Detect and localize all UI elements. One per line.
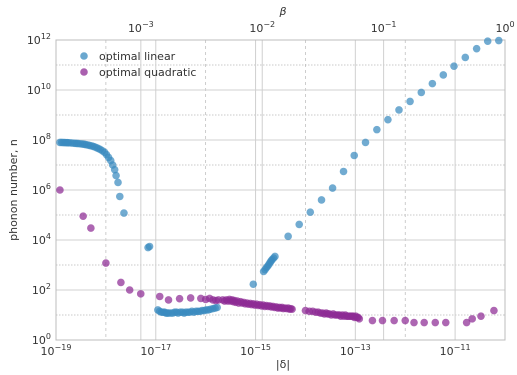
y-tick-label: 1010	[27, 82, 51, 97]
data-point-quadratic	[87, 224, 95, 232]
data-point-linear	[114, 178, 122, 187]
y-tick-label: 102	[32, 282, 51, 297]
x-tick-label: 10−17	[140, 343, 171, 358]
data-point-linear	[110, 165, 119, 174]
y-tick-label: 100	[32, 332, 51, 347]
data-point-linear	[115, 192, 124, 201]
top-x-tick-label: 100	[495, 20, 514, 35]
data-point-linear	[472, 44, 481, 53]
data-point-quadratic	[390, 316, 398, 325]
data-point-linear	[395, 106, 403, 114]
data-point-linear	[483, 37, 492, 45]
legend-label-optimal-linear: optimal linear	[99, 50, 176, 63]
data-point-quadratic	[288, 305, 296, 314]
y-tick-label: 1012	[27, 32, 51, 47]
data-point-linear	[494, 36, 503, 45]
data-point-linear	[450, 62, 458, 70]
data-point-quadratic	[175, 294, 184, 303]
top-x-tick-label: 10−3	[128, 20, 154, 35]
data-point-quadratic	[431, 318, 440, 327]
data-point-linear	[145, 242, 154, 251]
data-point-linear	[328, 184, 337, 192]
data-point-linear	[350, 151, 359, 160]
data-point-quadratic	[468, 315, 476, 323]
data-point-quadratic	[125, 286, 134, 294]
data-point-linear	[384, 115, 392, 124]
data-point-quadratic	[441, 318, 450, 327]
data-point-quadratic	[136, 290, 145, 298]
legend-label-optimal-quadratic: optimal quadratic	[99, 66, 196, 79]
data-point-linear	[317, 196, 326, 204]
data-point-quadratic	[79, 212, 87, 220]
data-point-linear	[306, 208, 315, 216]
data-point-quadratic	[155, 292, 164, 301]
data-point-quadratic	[102, 259, 110, 267]
data-point-quadratic	[186, 294, 195, 302]
data-point-quadratic	[410, 318, 418, 327]
plot-frame	[55, 39, 506, 341]
data-point-linear	[373, 125, 381, 134]
x-tick-label: 10−15	[240, 343, 271, 358]
top-x-tick-label: 10−2	[249, 20, 275, 35]
data-point-linear	[271, 252, 279, 261]
data-point-linear	[249, 280, 258, 289]
data-point-linear	[428, 79, 437, 88]
x-tick-label: 10−11	[440, 343, 471, 358]
data-point-linear	[112, 171, 120, 180]
data-point-linear	[361, 138, 370, 147]
data-points	[56, 36, 503, 327]
data-point-linear	[439, 71, 448, 79]
data-point-quadratic	[355, 315, 364, 323]
data-point-linear	[120, 209, 128, 217]
data-point-linear	[339, 167, 348, 176]
legend-marker-optimal-quadratic	[80, 68, 88, 76]
legend: optimal linear optimal quadratic	[80, 50, 196, 79]
x-tick-label: 10−13	[340, 343, 371, 358]
data-point-linear	[406, 97, 414, 106]
y-tick-label: 104	[32, 232, 51, 247]
data-point-quadratic	[56, 186, 64, 194]
data-point-linear	[295, 220, 304, 229]
data-point-quadratic	[477, 312, 485, 320]
data-point-quadratic	[462, 318, 471, 327]
data-point-quadratic	[490, 306, 498, 315]
data-point-linear	[284, 232, 292, 241]
y-tick-label: 108	[32, 132, 51, 147]
data-point-quadratic	[420, 318, 428, 327]
data-point-quadratic	[164, 296, 173, 304]
x-tick-label: 10−19	[41, 343, 72, 358]
y-tick-label: 106	[32, 182, 51, 197]
data-point-linear	[213, 303, 221, 312]
data-point-quadratic	[378, 316, 387, 325]
legend-marker-optimal-linear	[80, 52, 88, 60]
x-axis-label: |δ|	[276, 358, 290, 371]
data-point-quadratic	[368, 316, 377, 325]
data-point-linear	[417, 88, 426, 97]
y-axis-label: phonon number, n	[7, 139, 20, 241]
data-point-quadratic	[401, 316, 410, 325]
data-point-linear	[461, 53, 470, 62]
top-x-tick-label: 10−1	[371, 20, 397, 35]
top-x-axis-label: β	[278, 5, 286, 18]
data-point-quadratic	[117, 278, 125, 287]
